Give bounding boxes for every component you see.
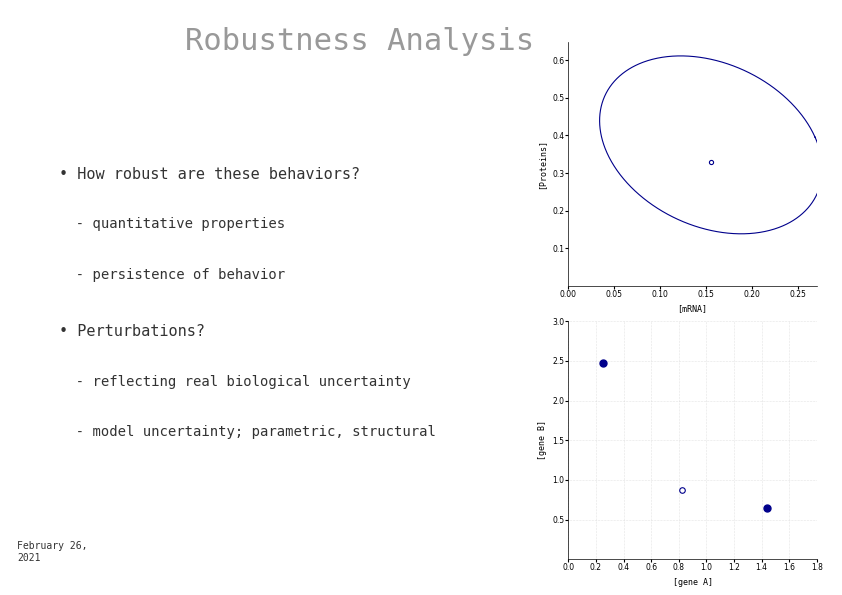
Text: • Perturbations?: • Perturbations? xyxy=(59,324,205,339)
Text: - model uncertainty; parametric, structural: - model uncertainty; parametric, structu… xyxy=(59,425,436,440)
Text: Robustness Analysis: Robustness Analysis xyxy=(185,27,535,56)
Text: February 26,
2021: February 26, 2021 xyxy=(17,541,88,563)
Text: - quantitative properties: - quantitative properties xyxy=(59,217,285,231)
Text: - persistence of behavior: - persistence of behavior xyxy=(59,268,285,282)
Text: - reflecting real biological uncertainty: - reflecting real biological uncertainty xyxy=(59,375,411,389)
Text: ROYAL INSTITUTE
OF TECHNOLOGY: ROYAL INSTITUTE OF TECHNOLOGY xyxy=(38,80,76,88)
Y-axis label: [gene B]: [gene B] xyxy=(537,420,546,461)
Text: • How robust are these behaviors?: • How robust are these behaviors? xyxy=(59,167,360,181)
X-axis label: [gene A]: [gene A] xyxy=(673,578,712,587)
Text: KTH: KTH xyxy=(40,36,73,49)
X-axis label: [mRNA]: [mRNA] xyxy=(678,304,707,314)
Y-axis label: [Proteins]: [Proteins] xyxy=(537,139,546,189)
